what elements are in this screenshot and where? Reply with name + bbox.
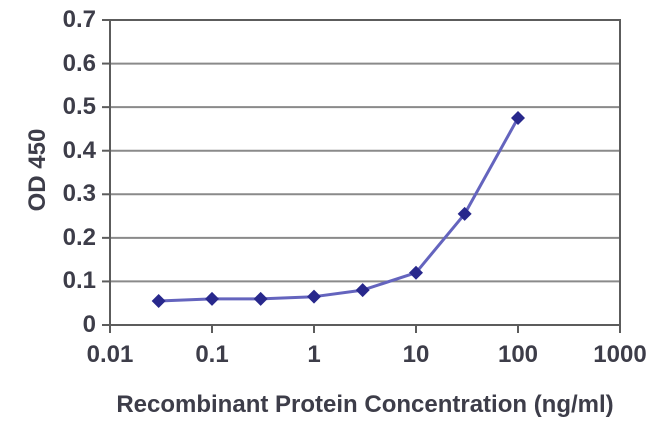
data-point-marker <box>511 111 525 126</box>
y-tick-label: 0.7 <box>62 6 96 33</box>
y-tick-label: 0.4 <box>62 136 96 164</box>
data-point-marker <box>253 291 268 306</box>
y-tick-label: 0 <box>82 311 96 338</box>
x-tick-label: 10 <box>402 341 430 368</box>
data-point-marker <box>151 294 166 309</box>
x-tick-label: 0.1 <box>195 341 229 368</box>
y-tick-label: 0.5 <box>62 93 96 121</box>
y-axis-title: OD 450 <box>24 128 51 212</box>
data-point-marker <box>457 206 472 221</box>
y-tick-label: 0.2 <box>62 223 96 251</box>
plot-border <box>109 19 621 326</box>
data-point-marker <box>409 265 423 280</box>
x-tick-label: 1000 <box>593 341 647 368</box>
x-axis-title: Recombinant Protein Concentration (ng/ml… <box>116 391 614 418</box>
x-tick-label: 1 <box>307 341 321 368</box>
x-tick-label: 0.01 <box>86 341 134 368</box>
data-point-marker <box>355 283 370 298</box>
y-tick-label: 0.3 <box>62 180 96 208</box>
y-tick-label: 0.6 <box>62 49 96 77</box>
y-tick-label: 0.1 <box>62 267 96 295</box>
series-line <box>157 116 520 303</box>
x-tick-label: 100 <box>497 341 539 368</box>
data-point-marker <box>205 291 219 306</box>
data-point-marker <box>307 289 321 304</box>
